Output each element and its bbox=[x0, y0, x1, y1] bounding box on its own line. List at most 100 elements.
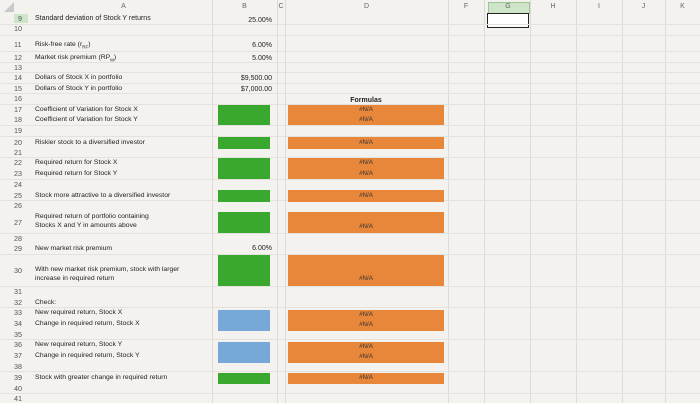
row-number[interactable]: 33 bbox=[14, 308, 22, 317]
label-new-required-return-x: New required return, Stock X bbox=[35, 309, 123, 316]
row-number[interactable]: 31 bbox=[14, 287, 22, 296]
formula-cell-larger-increase[interactable] bbox=[288, 255, 444, 286]
check-cell-stock-y[interactable] bbox=[218, 342, 270, 363]
row-number[interactable]: 32 bbox=[14, 298, 22, 307]
col-divider bbox=[277, 0, 278, 403]
label-required-return-x: Required return for Stock X bbox=[35, 159, 118, 166]
col-divider bbox=[448, 0, 449, 403]
formula-portfolio-return: #N/A bbox=[359, 223, 373, 230]
cell-dollars-y[interactable]: $7,000.00 bbox=[240, 86, 272, 93]
row-number[interactable]: 41 bbox=[14, 394, 22, 403]
row-divider bbox=[0, 371, 700, 372]
row-number[interactable]: 28 bbox=[14, 234, 22, 243]
column-header-b[interactable]: B bbox=[242, 3, 247, 10]
cell-market-risk-premium[interactable]: 5.00% bbox=[252, 55, 272, 62]
row-number[interactable]: 16 bbox=[14, 94, 22, 103]
row-number[interactable]: 23 bbox=[14, 169, 22, 178]
col-divider bbox=[576, 0, 577, 403]
label-cv-x: Coefficient of Variation for Stock X bbox=[35, 106, 138, 113]
row-number[interactable]: 24 bbox=[14, 180, 22, 189]
row-number[interactable]: 40 bbox=[14, 384, 22, 393]
row-divider bbox=[0, 24, 700, 25]
label-check: Check: bbox=[35, 299, 57, 306]
formula-new-required-return-y: #N/A bbox=[359, 343, 373, 350]
formula-required-return-x: #N/A bbox=[359, 159, 373, 166]
formula-cell-riskier-stock[interactable] bbox=[288, 137, 444, 149]
formula-cell-required-returns[interactable] bbox=[288, 158, 444, 179]
row-number[interactable]: 13 bbox=[14, 63, 22, 72]
row-number[interactable]: 30 bbox=[14, 266, 22, 275]
row-divider bbox=[0, 93, 700, 94]
row-number[interactable]: 12 bbox=[14, 53, 22, 62]
formula-cell-greater-change[interactable] bbox=[288, 373, 444, 384]
check-cell-stock-x[interactable] bbox=[218, 310, 270, 331]
selected-cell-g9[interactable] bbox=[487, 13, 529, 28]
column-header-d[interactable]: D bbox=[363, 3, 370, 10]
input-cell-more-attractive[interactable] bbox=[218, 190, 270, 202]
row-divider bbox=[0, 83, 700, 84]
column-header-f[interactable]: F bbox=[463, 3, 469, 10]
input-cell-portfolio-return[interactable] bbox=[218, 212, 270, 233]
label-greater-change-stock: Stock with greater change in required re… bbox=[35, 374, 168, 381]
column-header-h[interactable]: H bbox=[550, 3, 556, 10]
column-header-j[interactable]: J bbox=[641, 3, 646, 10]
row-divider bbox=[0, 179, 700, 180]
cell-dollars-x[interactable]: $9,500.00 bbox=[240, 75, 272, 82]
row-number[interactable]: 10 bbox=[14, 24, 22, 33]
row-number[interactable]: 35 bbox=[14, 330, 22, 339]
row-number[interactable]: 27 bbox=[14, 218, 22, 227]
formula-cell-portfolio-return[interactable] bbox=[288, 212, 444, 233]
formula-cell-check-y[interactable] bbox=[288, 342, 444, 363]
cell-new-market-risk-premium[interactable]: 6.00% bbox=[252, 245, 272, 252]
input-cell-greater-change[interactable] bbox=[218, 373, 270, 384]
input-cell-cv[interactable] bbox=[218, 105, 270, 125]
label-change-required-return-x: Change in required return, Stock X bbox=[35, 320, 140, 327]
label-portfolio-return-line1: Required return of portfolio containing bbox=[35, 213, 149, 220]
row-number[interactable]: 22 bbox=[14, 158, 22, 167]
row-divider bbox=[0, 339, 700, 340]
col-divider bbox=[665, 0, 666, 403]
formula-cell-check-x[interactable] bbox=[288, 310, 444, 331]
formula-change-required-return-y: #N/A bbox=[359, 353, 373, 360]
column-header-g[interactable]: G bbox=[505, 3, 511, 10]
row-number[interactable]: 19 bbox=[14, 126, 22, 135]
row-number[interactable]: 11 bbox=[14, 40, 22, 49]
row-number[interactable]: 38 bbox=[14, 362, 22, 371]
column-header-c[interactable]: C bbox=[278, 3, 284, 10]
row-number[interactable]: 36 bbox=[14, 340, 22, 349]
label-dollars-x: Dollars of Stock X in portfolio bbox=[35, 74, 123, 81]
formula-cell-more-attractive[interactable] bbox=[288, 190, 444, 202]
row-number[interactable]: 17 bbox=[14, 105, 22, 114]
row-number[interactable]: 9 bbox=[14, 14, 28, 23]
row-number[interactable]: 34 bbox=[14, 319, 22, 328]
cell-risk-free-rate[interactable]: 6.00% bbox=[252, 42, 272, 49]
row-number[interactable]: 26 bbox=[14, 201, 22, 210]
row-divider bbox=[0, 72, 700, 73]
label-dollars-y: Dollars of Stock Y in portfolio bbox=[35, 85, 123, 92]
formula-change-required-return-x: #N/A bbox=[359, 321, 373, 328]
formula-cell-cv[interactable] bbox=[288, 105, 444, 125]
formula-required-return-y: #N/A bbox=[359, 170, 373, 177]
row-number[interactable]: 39 bbox=[14, 373, 22, 382]
row-number[interactable]: 21 bbox=[14, 148, 22, 157]
input-cell-riskier-stock[interactable] bbox=[218, 137, 270, 149]
row-number[interactable]: 37 bbox=[14, 351, 22, 360]
row-number[interactable]: 20 bbox=[14, 138, 22, 147]
formula-new-required-return-x: #N/A bbox=[359, 311, 373, 318]
row-number[interactable]: 29 bbox=[14, 244, 22, 253]
formula-cv-x: #N/A bbox=[359, 106, 373, 113]
col-divider bbox=[285, 0, 286, 403]
column-header-a[interactable]: A bbox=[121, 3, 126, 10]
row-divider bbox=[0, 286, 700, 287]
select-all-corner[interactable] bbox=[4, 2, 14, 12]
cell-std-dev-y[interactable]: 25.00% bbox=[248, 17, 272, 24]
row-number[interactable]: 18 bbox=[14, 115, 22, 124]
row-number[interactable]: 15 bbox=[14, 84, 22, 93]
column-header-i[interactable]: I bbox=[598, 3, 600, 10]
input-cell-required-returns[interactable] bbox=[218, 158, 270, 179]
formula-riskier-stock: #N/A bbox=[359, 139, 373, 146]
row-number[interactable]: 14 bbox=[14, 73, 22, 82]
row-number[interactable]: 25 bbox=[14, 191, 22, 200]
input-cell-larger-increase[interactable] bbox=[218, 255, 270, 286]
column-header-k[interactable]: K bbox=[680, 3, 685, 10]
